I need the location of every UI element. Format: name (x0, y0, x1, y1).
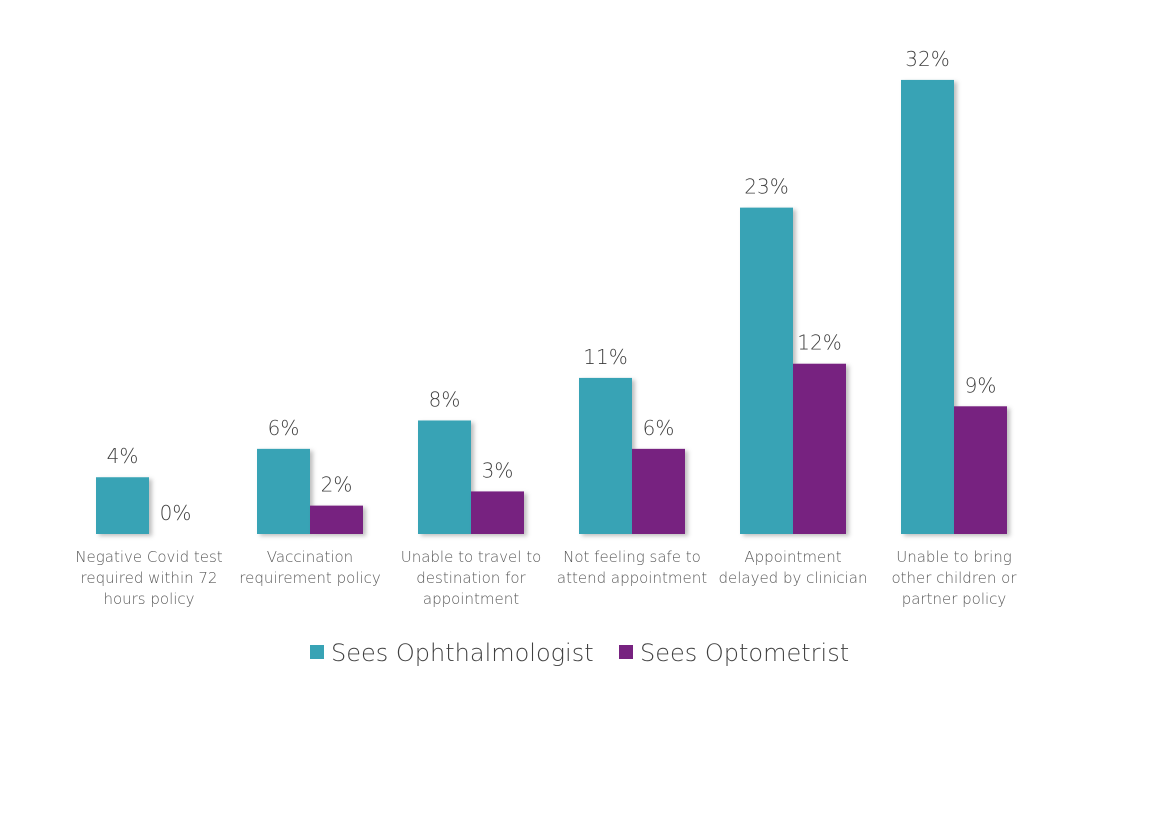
category-label: appointment (423, 590, 519, 608)
category-label: partner policy (902, 590, 1007, 608)
bar-optometrist-4 (793, 363, 846, 534)
category-label: Negative Covid test (75, 548, 222, 566)
bar-ophthalmologist-0 (96, 477, 149, 534)
bar-optometrist-5 (954, 406, 1007, 534)
bars-group (96, 79, 1007, 535)
legend: Sees Ophthalmologist Sees Optometrist (310, 639, 849, 667)
bar-ophthalmologist-2 (418, 420, 471, 534)
category-label: other children or (891, 569, 1017, 587)
bar-optometrist-2 (471, 491, 524, 534)
bar-ophthalmologist-4 (740, 207, 793, 534)
value-labels-group: 4% 0% 6% 2% 8% 3% 11% 6% 23% 12% 32% 9% (107, 47, 997, 525)
category-label: Vaccination (267, 548, 353, 566)
category-label: required within 72 (81, 569, 218, 587)
legend-label-ophthalmologist: Sees Ophthalmologist (331, 639, 594, 667)
value-label: 2% (321, 473, 353, 497)
category-label: Unable to bring (896, 548, 1012, 566)
value-label: 6% (268, 416, 300, 440)
value-label: 23% (744, 175, 788, 199)
value-label: 11% (583, 345, 627, 369)
bar-optometrist-1 (310, 505, 363, 534)
category-label: Appointment (744, 548, 841, 566)
bar-ophthalmologist-3 (579, 377, 632, 534)
category-label: requirement policy (239, 569, 381, 587)
value-label: 3% (482, 458, 514, 482)
value-label: 12% (797, 331, 841, 355)
bar-ophthalmologist-5 (901, 79, 954, 535)
bar-ophthalmologist-1 (257, 448, 310, 534)
bar-optometrist-3 (632, 448, 685, 534)
category-labels-group: Negative Covid test required within 72 hou… (75, 548, 1017, 608)
legend-swatch-optometrist (619, 645, 633, 659)
value-label: 9% (965, 373, 997, 397)
category-label: delayed by clinician (718, 569, 867, 587)
legend-label-optometrist: Sees Optometrist (640, 639, 849, 667)
value-label: 8% (429, 387, 461, 411)
value-label: 6% (643, 416, 675, 440)
category-label: destination for (416, 569, 526, 587)
legend-swatch-ophthalmologist (310, 645, 324, 659)
category-label: Not feeling safe to (563, 548, 701, 566)
category-label: hours policy (103, 590, 194, 608)
value-label: 4% (107, 444, 139, 468)
category-label: Unable to travel to (401, 548, 542, 566)
value-label: 0% (160, 501, 192, 525)
category-label: attend appointment (557, 569, 707, 587)
value-label: 32% (905, 47, 949, 71)
